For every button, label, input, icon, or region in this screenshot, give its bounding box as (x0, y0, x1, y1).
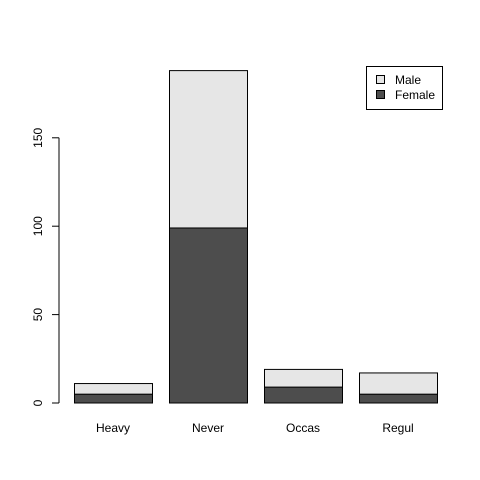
y-tick-label: 0 (31, 399, 45, 406)
bar-regul-male (359, 372, 438, 395)
y-tick-label: 150 (31, 127, 45, 147)
bar-heavy-female (74, 393, 153, 404)
x-tick-label: Heavy (96, 421, 130, 435)
bar-occas-female (264, 386, 343, 404)
legend-label-female: Female (395, 88, 435, 102)
y-axis: 0 50 100 150 (31, 127, 60, 406)
legend-swatch-male (376, 75, 385, 84)
x-tick-label: Regul (382, 421, 413, 435)
legend-swatch-female (376, 90, 385, 99)
y-tick-label: 50 (31, 308, 45, 322)
legend-label-male: Male (395, 73, 421, 87)
y-tick-label: 100 (31, 216, 45, 236)
x-axis-labels: Heavy Never Occas Regul (96, 421, 414, 435)
legend-box (366, 66, 443, 110)
x-tick-label: Never (192, 421, 224, 435)
x-tick-label: Occas (286, 421, 320, 435)
bar-never-male (169, 70, 248, 229)
bar-heavy-male (74, 383, 153, 395)
bar-never-female (169, 227, 248, 404)
bar-regul-female (359, 393, 438, 404)
bars (74, 70, 438, 404)
bar-occas-male (264, 368, 343, 388)
